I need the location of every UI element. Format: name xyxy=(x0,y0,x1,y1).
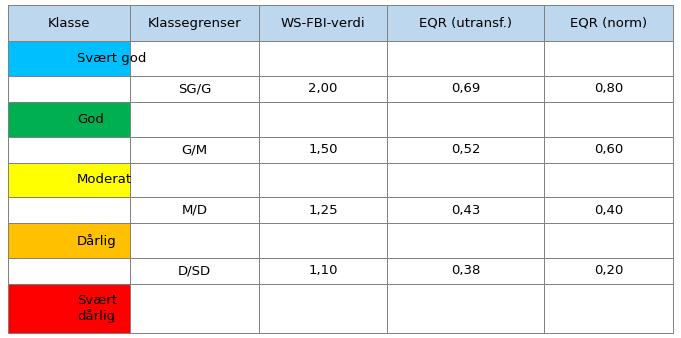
Bar xyxy=(544,76,673,102)
Bar xyxy=(544,284,673,333)
Text: 0,38: 0,38 xyxy=(451,264,481,277)
Text: 0,80: 0,80 xyxy=(594,82,623,95)
Bar xyxy=(8,284,130,333)
Text: 0,20: 0,20 xyxy=(594,264,623,277)
Bar xyxy=(130,223,259,258)
Text: Svært
dårlig: Svært dårlig xyxy=(77,294,117,323)
Text: Klasse: Klasse xyxy=(48,17,91,30)
Text: God: God xyxy=(77,113,104,126)
Text: 0,40: 0,40 xyxy=(594,204,623,217)
Bar xyxy=(130,5,259,41)
Bar xyxy=(130,258,259,284)
Bar xyxy=(8,223,130,258)
Text: D/SD: D/SD xyxy=(178,264,211,277)
Bar xyxy=(544,137,673,163)
Bar xyxy=(259,76,387,102)
Bar xyxy=(8,258,130,284)
Bar xyxy=(259,137,387,163)
Text: EQR (utransf.): EQR (utransf.) xyxy=(419,17,512,30)
Bar xyxy=(387,5,544,41)
Bar xyxy=(8,5,130,41)
Text: WS-FBI-verdi: WS-FBI-verdi xyxy=(281,17,366,30)
Bar xyxy=(130,102,259,137)
Bar xyxy=(8,137,130,163)
Text: 1,10: 1,10 xyxy=(308,264,338,277)
Bar xyxy=(387,102,544,137)
Bar xyxy=(130,41,259,76)
Bar xyxy=(259,5,387,41)
Text: 2,00: 2,00 xyxy=(308,82,338,95)
Text: Moderat: Moderat xyxy=(77,173,132,186)
Text: G/M: G/M xyxy=(181,143,208,156)
Bar xyxy=(130,197,259,223)
Text: 0,69: 0,69 xyxy=(451,82,480,95)
Bar xyxy=(387,223,544,258)
Bar xyxy=(387,258,544,284)
Bar xyxy=(8,197,130,223)
Text: Klassegrenser: Klassegrenser xyxy=(148,17,241,30)
Bar xyxy=(544,5,673,41)
Bar xyxy=(8,163,130,197)
Bar xyxy=(130,76,259,102)
Text: Svært god: Svært god xyxy=(77,52,146,65)
Bar xyxy=(387,284,544,333)
Bar xyxy=(544,41,673,76)
Bar xyxy=(387,163,544,197)
Bar xyxy=(387,197,544,223)
Bar xyxy=(259,223,387,258)
Bar xyxy=(259,102,387,137)
Bar xyxy=(130,163,259,197)
Bar xyxy=(259,284,387,333)
Text: Dårlig: Dårlig xyxy=(77,234,117,247)
Bar xyxy=(544,163,673,197)
Bar xyxy=(544,197,673,223)
Bar xyxy=(544,102,673,137)
Text: 0,60: 0,60 xyxy=(594,143,623,156)
Bar xyxy=(387,76,544,102)
Bar xyxy=(544,223,673,258)
Bar xyxy=(259,197,387,223)
Bar xyxy=(8,76,130,102)
Bar xyxy=(130,284,259,333)
Text: 0,43: 0,43 xyxy=(451,204,481,217)
Bar xyxy=(130,137,259,163)
Bar xyxy=(259,41,387,76)
Text: 1,50: 1,50 xyxy=(308,143,338,156)
Bar xyxy=(544,258,673,284)
Bar xyxy=(8,41,130,76)
Text: SG/G: SG/G xyxy=(178,82,211,95)
Text: 0,52: 0,52 xyxy=(451,143,481,156)
Text: EQR (norm): EQR (norm) xyxy=(570,17,647,30)
Bar xyxy=(387,137,544,163)
Bar xyxy=(259,258,387,284)
Bar xyxy=(259,163,387,197)
Text: 1,25: 1,25 xyxy=(308,204,338,217)
Text: M/D: M/D xyxy=(181,204,207,217)
Bar xyxy=(387,41,544,76)
Bar xyxy=(8,102,130,137)
